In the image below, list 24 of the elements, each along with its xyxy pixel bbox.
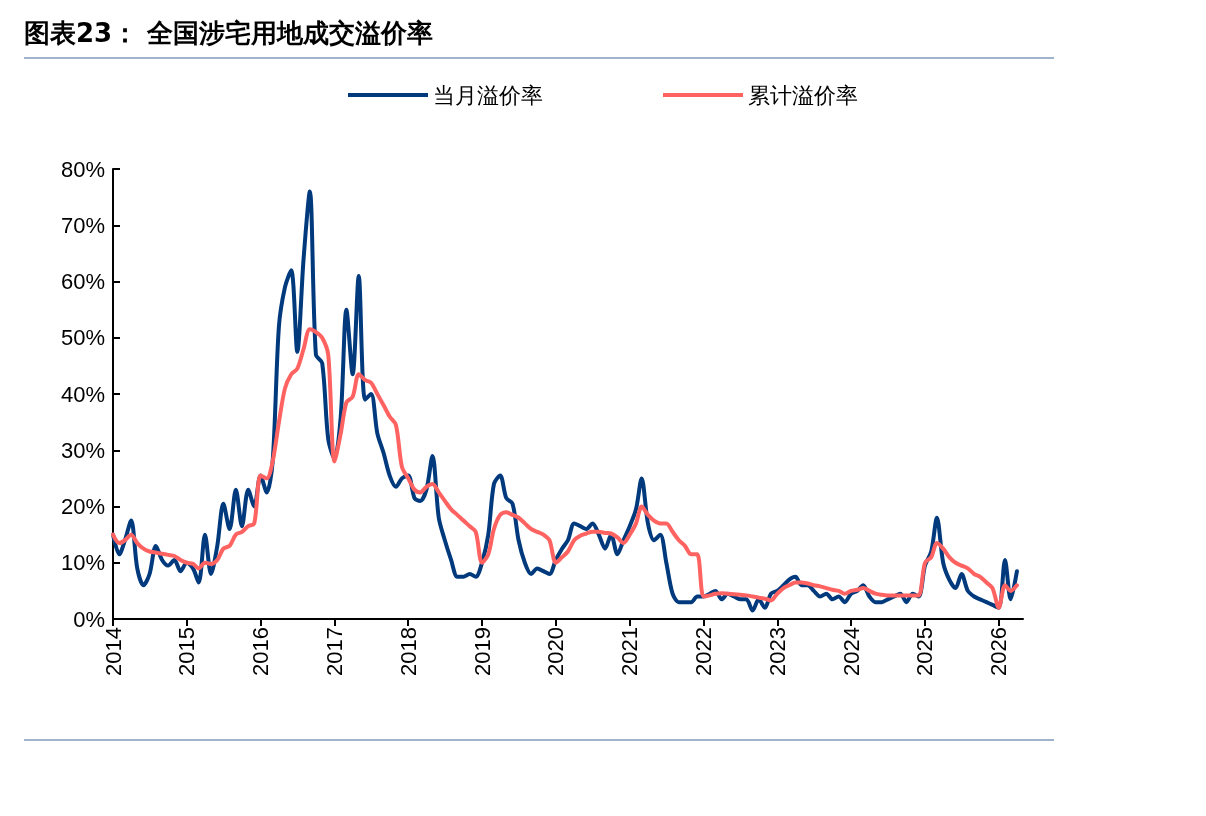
y-tick-label: 10% xyxy=(60,550,105,576)
chart-title: 图表23： 全国涉宅用地成交溢价率 xyxy=(23,17,435,50)
x-tick-label: 2019 xyxy=(469,627,495,676)
line-series xyxy=(111,327,1019,610)
x-tick-label: 2025 xyxy=(912,627,938,676)
x-tick-label: 2016 xyxy=(248,627,274,676)
x-tick-label: 2022 xyxy=(691,627,716,676)
x-tick-label: 2015 xyxy=(174,627,200,676)
x-tick-label: 2023 xyxy=(764,627,790,676)
y-tick-label: 80% xyxy=(60,156,105,182)
y-tick-label: 50% xyxy=(60,325,105,351)
y-tick-label: 70% xyxy=(60,212,105,238)
x-tick-label: 2021 xyxy=(617,627,643,676)
x-tick-label: 2024 xyxy=(838,627,864,676)
x-tick-label: 2020 xyxy=(543,627,569,676)
y-tick-label: 20% xyxy=(60,494,105,519)
legend-label: 累计溢价率 xyxy=(748,82,858,108)
y-tick-label: 60% xyxy=(60,269,105,294)
legend-label: 当月溢价率 xyxy=(433,82,543,108)
x-tick-label: 2018 xyxy=(395,627,421,676)
x-tick-label: 2026 xyxy=(986,627,1012,676)
y-tick-label: 30% xyxy=(60,437,105,463)
x-tick-label: 2017 xyxy=(321,627,347,676)
y-tick-label: 40% xyxy=(60,381,105,407)
